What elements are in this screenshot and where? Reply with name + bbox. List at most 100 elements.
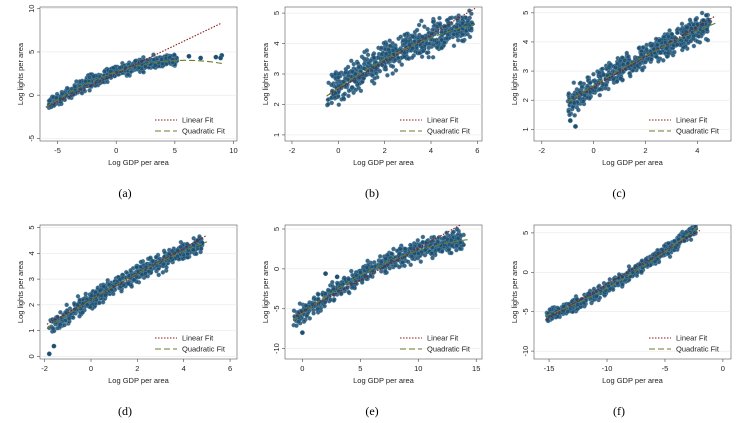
- scatter-point: [363, 72, 369, 78]
- scatter-point: [566, 109, 571, 114]
- scatter-point: [614, 79, 620, 84]
- scatter-point: [396, 264, 402, 270]
- scatter-point: [358, 270, 363, 275]
- scatter-point: [365, 258, 370, 264]
- scatter-point: [643, 59, 648, 65]
- scatter-point: [430, 55, 436, 60]
- y-tick-label: 0: [27, 93, 36, 97]
- scatter-point: [405, 259, 411, 265]
- scatter-point: [397, 251, 403, 257]
- scatter-point: [417, 50, 422, 56]
- scatter-point: [594, 294, 599, 299]
- scatter-point: [695, 22, 700, 27]
- scatter-point: [403, 246, 408, 252]
- scatter-point: [640, 67, 645, 73]
- scatter-point: [364, 265, 370, 270]
- y-tick-label: 2: [521, 98, 530, 102]
- scatter-point: [420, 34, 425, 40]
- scatter-point: [460, 32, 465, 38]
- scatter-point: [684, 24, 690, 30]
- y-axis-label: Log lights per area: [16, 42, 25, 105]
- legend-quadratic-label: Quadratic Fit: [427, 127, 471, 136]
- linear-fit-line: [292, 225, 462, 318]
- scatter-point: [661, 243, 667, 249]
- legend-quadratic-label: Quadratic Fit: [427, 345, 471, 354]
- scatter-point: [409, 254, 415, 259]
- scatter-point: [659, 247, 665, 252]
- x-axis-label: Log GDP per area: [108, 158, 170, 167]
- scatter-point: [419, 18, 424, 24]
- scatter-point: [198, 55, 204, 61]
- scatter-point: [439, 249, 445, 254]
- scatter-point: [426, 45, 431, 51]
- scatter-point: [400, 38, 406, 43]
- y-tick-label: -10: [272, 343, 281, 354]
- scatter-point: [323, 271, 329, 277]
- scatter-point: [101, 284, 106, 289]
- scatter-point: [649, 43, 654, 49]
- y-tick-label: 5: [521, 231, 530, 235]
- scatter-point: [606, 64, 612, 70]
- x-tick-label: 15: [472, 364, 480, 373]
- scatter-point: [692, 230, 697, 236]
- scatter-point: [434, 24, 440, 30]
- legend-linear-label: Linear Fit: [676, 116, 708, 125]
- scatter-point: [325, 101, 331, 107]
- scatter-point: [51, 343, 57, 349]
- x-tick-label: 10: [229, 146, 237, 155]
- y-tick-label: 5: [272, 227, 281, 231]
- scatter-point: [402, 32, 407, 38]
- scatter-point: [410, 46, 415, 51]
- scatter-point: [654, 42, 660, 48]
- x-axis-label: Log GDP per area: [108, 376, 170, 385]
- scatter-point: [218, 55, 224, 61]
- scatter-point: [454, 226, 460, 232]
- scatter-point: [467, 34, 473, 40]
- scatter-point: [80, 310, 85, 315]
- x-axis-label: Log GDP per area: [602, 158, 664, 167]
- scatter-point: [148, 255, 153, 260]
- scatter-point: [62, 322, 67, 328]
- scatter-point: [349, 58, 354, 64]
- x-tick-label: 2: [643, 146, 647, 155]
- scatter-point: [601, 72, 606, 77]
- legend-linear-label: Linear Fit: [676, 334, 708, 343]
- scatter-point: [346, 88, 352, 94]
- scatter-point: [387, 43, 393, 49]
- x-tick-label: -2: [538, 146, 545, 155]
- x-tick-label: 0: [592, 146, 596, 155]
- y-tick-label: 5: [272, 11, 281, 15]
- legend-quadratic-label: Quadratic Fit: [182, 345, 226, 354]
- scatter-point: [151, 57, 157, 62]
- scatter-point: [571, 100, 577, 106]
- quadratic-fit-line: [292, 238, 471, 322]
- y-tick-label: 3: [272, 72, 281, 76]
- scatter-point: [342, 91, 348, 97]
- scatter-point: [707, 19, 713, 24]
- scatter-point: [379, 52, 384, 57]
- scatter-point: [643, 256, 649, 262]
- scatter-point: [341, 96, 346, 101]
- scatter-point: [330, 279, 335, 285]
- scatter-point: [360, 277, 365, 283]
- scatter-point: [597, 86, 603, 92]
- x-tick-label: -10: [602, 364, 613, 373]
- x-tick-label: 0: [89, 364, 93, 373]
- quadratic-fit-line: [45, 59, 222, 108]
- panel-5: -15 -10 -5 0 -10 -5 0 5 Log GDP per area Log ligh…: [510, 224, 732, 385]
- scatter-point: [431, 234, 437, 240]
- scatter-point: [382, 268, 388, 274]
- scatter-point: [369, 78, 375, 84]
- scatter-point: [420, 48, 426, 54]
- scatter-point: [626, 264, 632, 269]
- scatter-point: [451, 43, 457, 49]
- scatter-point: [331, 286, 336, 292]
- x-axis-label: Log GDP per area: [353, 158, 415, 167]
- legend-linear-label: Linear Fit: [182, 334, 214, 343]
- scatter-point: [390, 71, 395, 76]
- scatter-point: [117, 65, 123, 71]
- x-tick-label: 4: [695, 146, 699, 155]
- scatter-point: [184, 241, 190, 247]
- scatter-point: [59, 91, 65, 97]
